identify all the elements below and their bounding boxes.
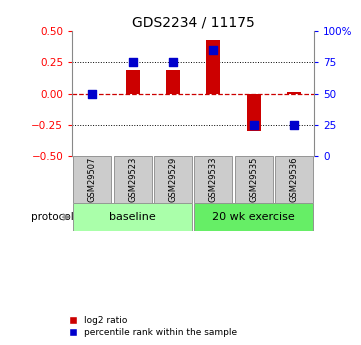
Point (90, 91, 95, 96)
Point (210, 47, 216, 52)
Bar (126, 70, 140, 93)
Text: GSM29529: GSM29529 (169, 157, 178, 202)
FancyBboxPatch shape (275, 156, 313, 203)
FancyBboxPatch shape (194, 156, 232, 203)
Bar (166, 70, 180, 93)
Text: baseline: baseline (109, 212, 156, 222)
Bar (247, 93, 261, 131)
Text: GSM29536: GSM29536 (290, 157, 299, 202)
Text: GSM29533: GSM29533 (209, 157, 218, 202)
FancyBboxPatch shape (194, 203, 313, 231)
Title: GDS2234 / 11175: GDS2234 / 11175 (132, 16, 255, 30)
Point (130, 60, 135, 65)
Text: 20 wk exercise: 20 wk exercise (212, 212, 295, 222)
Text: GSM29535: GSM29535 (249, 157, 258, 202)
Legend: log2 ratio, percentile rank within the sample: log2 ratio, percentile rank within the s… (70, 316, 237, 337)
FancyBboxPatch shape (73, 156, 111, 203)
Text: GSM29523: GSM29523 (128, 157, 137, 202)
FancyBboxPatch shape (114, 156, 152, 203)
Point (251, 122, 256, 128)
Text: GSM29507: GSM29507 (88, 157, 97, 202)
FancyBboxPatch shape (235, 156, 273, 203)
Bar (206, 40, 220, 93)
FancyBboxPatch shape (154, 156, 192, 203)
Point (170, 60, 176, 65)
Point (291, 122, 297, 128)
Bar (287, 92, 301, 93)
Text: protocol: protocol (31, 212, 73, 222)
FancyBboxPatch shape (73, 203, 192, 231)
